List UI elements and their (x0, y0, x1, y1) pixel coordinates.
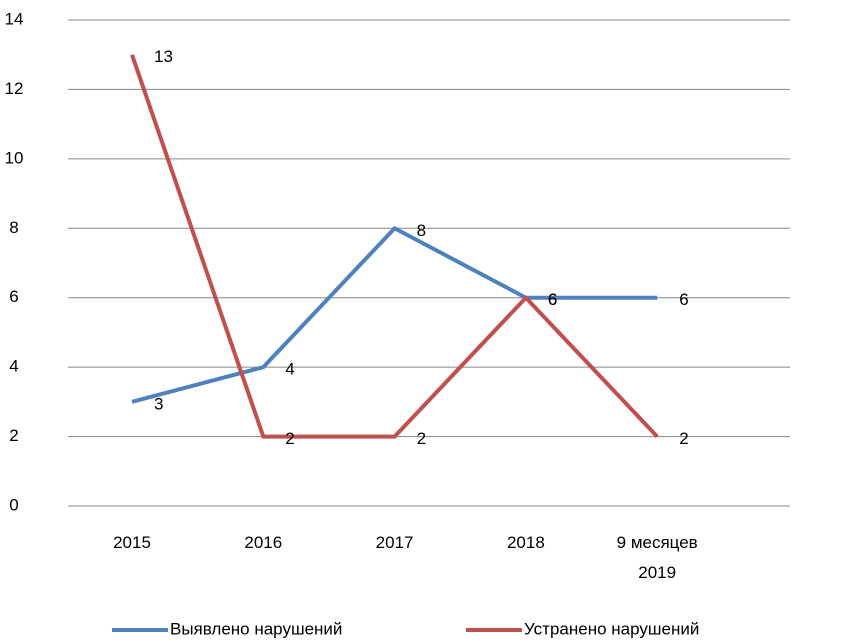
y-tick-label: 12 (5, 79, 24, 98)
series-line (131, 226, 658, 404)
data-label: 2 (285, 429, 294, 448)
y-tick-label: 10 (5, 148, 24, 167)
y-tick-label: 6 (9, 287, 18, 306)
data-label: 6 (548, 290, 557, 309)
y-tick-label: 4 (9, 357, 18, 376)
data-label: 4 (285, 360, 294, 379)
x-tick-label: 9 месяцев 2019 (616, 533, 698, 582)
legend-label: Устранено нарушений (524, 619, 699, 638)
data-label: 13 (154, 47, 173, 66)
x-tick-label: 2018 (506, 533, 545, 552)
y-tick-label: 0 (9, 495, 18, 514)
x-tick-label: 2016 (244, 533, 283, 552)
series-line (130, 54, 659, 439)
data-label: 2 (417, 429, 426, 448)
y-tick-label: 2 (9, 426, 18, 445)
x-tick-label: 2017 (375, 533, 414, 552)
data-label: 3 (154, 394, 163, 413)
data-label: 6 (548, 290, 557, 309)
y-tick-label: 14 (5, 9, 24, 28)
data-label: 8 (417, 221, 426, 240)
data-label: 6 (679, 290, 688, 309)
data-label: 2 (679, 429, 688, 448)
y-tick-label: 8 (9, 218, 18, 237)
x-tick-label: 2015 (113, 533, 151, 552)
legend-label: Выявлено нарушений (170, 619, 342, 638)
